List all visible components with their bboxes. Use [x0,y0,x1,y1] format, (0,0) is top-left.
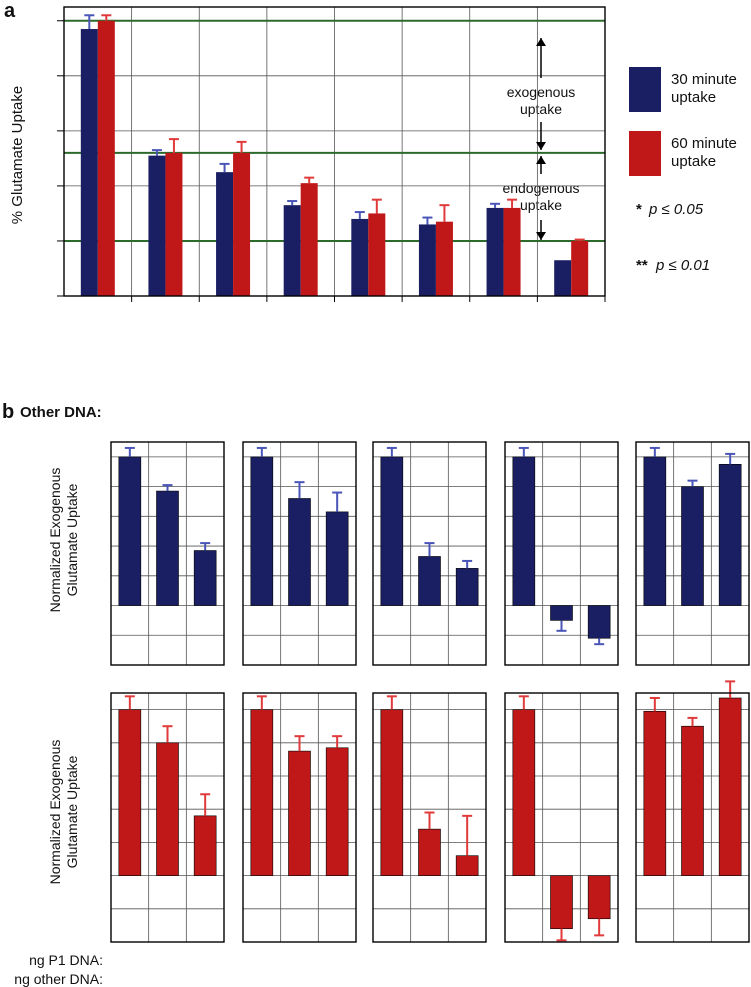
b-bar [193,815,217,876]
sig-legend-star-1: * [636,201,642,218]
row1-ylabel-line1: Normalized Exogenous [47,468,63,613]
b-bar [156,490,179,606]
b-panel-frame [504,441,619,666]
legend-swatch-30min [629,67,661,112]
endogenous-label-2: uptake [520,197,562,213]
a-bar-60min [97,20,115,297]
a-bar-60min [368,213,386,296]
b-bar [587,605,611,639]
legend-60min-line1: 60 minute [671,135,737,152]
a-bar-30min [418,224,436,296]
b-panel-frame [242,692,357,943]
exogenous-label-1: exogenous [507,84,576,100]
b-panel-frame [372,692,487,943]
b-bar [156,742,179,876]
b-panel-frame [635,441,750,666]
row2-ylabel-line2: Glutamate Uptake [64,755,80,868]
a-bar-60min [165,152,183,296]
b-panel-frame [504,692,619,943]
b-bar [455,855,479,876]
b-bar [512,709,536,876]
legend-30min-line1: 30 minute [671,71,737,88]
b-bar [250,709,274,876]
b-bar [681,725,704,876]
footer-p1-label: ng P1 DNA: [29,952,103,968]
b-bar [418,828,441,876]
b-bar [587,875,611,920]
arrow-exo-down-head [536,142,546,150]
b-bar [325,747,349,876]
sig-legend-text-2: p ≤ 0.01 [655,257,710,274]
sig-legend-text-1: p ≤ 0.05 [648,201,704,218]
a-bar-60min [233,152,251,296]
a-bar-30min [554,260,572,296]
legend-30min-line2: uptake [671,89,716,106]
a-bar-30min [283,205,301,296]
a-bar-30min [148,155,166,296]
b-bar [550,605,573,621]
b-bar [380,709,404,876]
endogenous-label-1: endogenous [502,180,579,196]
b-bar [118,709,142,876]
a-bar-30min [351,218,369,296]
b-panel-frame [635,692,750,943]
b-bar [643,710,667,876]
b-bar [512,456,536,606]
b-bar [118,456,142,606]
a-bar-60min [571,240,589,296]
a-bar-30min [486,207,504,296]
b-bar [288,750,311,876]
legend-60min-line2: uptake [671,153,716,170]
b-panel-frame [110,692,225,943]
a-plot-frame [63,6,606,297]
b-bar [455,568,479,606]
b-bar [418,556,441,606]
panel-b-label: b [2,401,14,423]
b-bar [718,697,742,876]
row1-ylabel-line2: Glutamate Uptake [64,483,80,596]
b-bar [288,498,311,606]
a-bar-60min [503,207,521,296]
sig-legend-star-2: ** [636,257,648,274]
b-bar [550,875,573,930]
b-bar [718,463,742,606]
b-panel-frame [372,441,487,666]
b-bar [193,550,217,606]
a-bar-30min [216,172,234,296]
b-panel-frame [242,441,357,666]
a-bar-30min [80,29,98,297]
arrow-endo-up-head [536,156,546,164]
row2-ylabel-line1: Normalized Exogenous [47,740,63,885]
b-bar [325,511,349,606]
a-bar-60min [300,183,318,296]
panel-a-ylabel: % Glutamate Uptake [9,86,26,224]
legend-swatch-60min [629,131,661,176]
a-bar-60min [435,221,453,296]
b-bar [681,486,704,606]
panel-a-label: a [4,0,16,22]
b-bar [380,456,404,606]
b-bar [250,456,274,606]
b-bar [643,456,667,606]
chart-marks [57,6,750,943]
exogenous-label-2: uptake [520,101,562,117]
arrow-endo-down-head [536,232,546,240]
other-dna-label: Other DNA: [20,404,102,421]
footer-other-label: ng other DNA: [14,971,103,987]
b-panel-frame [110,441,225,666]
arrow-exo-up-head [536,38,546,46]
